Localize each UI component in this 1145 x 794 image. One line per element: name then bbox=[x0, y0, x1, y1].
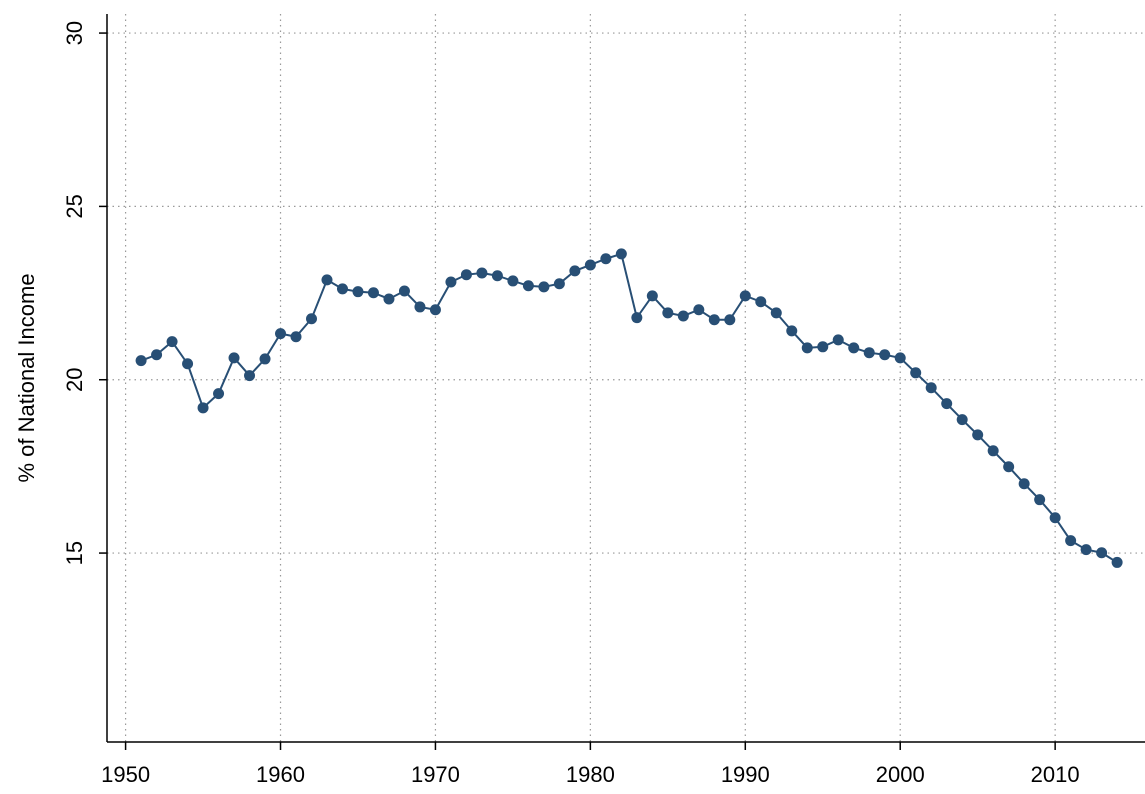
point bbox=[522, 280, 534, 292]
point bbox=[941, 398, 953, 410]
point bbox=[259, 353, 271, 365]
point bbox=[755, 296, 767, 308]
point bbox=[894, 352, 906, 364]
point bbox=[507, 275, 519, 287]
point bbox=[398, 285, 410, 297]
point bbox=[910, 367, 922, 379]
point bbox=[584, 259, 596, 271]
point bbox=[306, 313, 318, 325]
y-tick-label: 15 bbox=[62, 541, 87, 565]
point bbox=[569, 265, 581, 277]
point bbox=[166, 336, 178, 348]
point bbox=[352, 286, 364, 298]
point bbox=[925, 382, 937, 394]
y-tick-label: 30 bbox=[62, 21, 87, 45]
point bbox=[182, 358, 194, 370]
point bbox=[1111, 556, 1123, 568]
point bbox=[538, 281, 550, 293]
point bbox=[1065, 535, 1077, 547]
point bbox=[677, 310, 689, 322]
point bbox=[336, 283, 348, 295]
point bbox=[244, 370, 256, 382]
point bbox=[367, 287, 379, 299]
point bbox=[414, 301, 426, 313]
point bbox=[1018, 478, 1030, 490]
line bbox=[140, 252, 1118, 564]
point bbox=[817, 341, 829, 353]
point bbox=[708, 314, 720, 326]
point bbox=[956, 414, 968, 426]
point bbox=[151, 349, 163, 361]
point bbox=[1034, 494, 1046, 506]
y-tick-label: 25 bbox=[62, 194, 87, 218]
y-axis-label: % of National Income bbox=[14, 273, 39, 482]
point bbox=[290, 331, 302, 343]
point bbox=[383, 293, 395, 305]
point bbox=[275, 328, 287, 340]
point bbox=[972, 429, 984, 441]
point bbox=[476, 267, 488, 279]
x-tick-label: 1950 bbox=[101, 762, 150, 787]
point bbox=[213, 388, 225, 400]
point bbox=[228, 352, 240, 364]
point bbox=[693, 304, 705, 316]
point bbox=[662, 307, 674, 319]
point bbox=[197, 402, 209, 414]
x-tick-label: 2010 bbox=[1031, 762, 1080, 787]
point bbox=[1096, 547, 1108, 559]
point bbox=[739, 290, 751, 302]
point bbox=[445, 276, 457, 288]
point bbox=[631, 312, 643, 324]
point bbox=[460, 269, 472, 281]
point bbox=[321, 274, 333, 286]
x-tick-label: 1990 bbox=[721, 762, 770, 787]
point bbox=[1003, 461, 1015, 473]
point bbox=[491, 270, 503, 282]
point bbox=[1049, 512, 1061, 524]
point bbox=[615, 248, 627, 260]
x-tick-label: 1980 bbox=[566, 762, 615, 787]
point bbox=[987, 445, 999, 457]
point bbox=[879, 349, 891, 361]
point bbox=[553, 278, 565, 290]
point bbox=[646, 290, 658, 302]
x-tick-label: 1970 bbox=[411, 762, 460, 787]
x-tick-label: 1960 bbox=[256, 762, 305, 787]
point bbox=[600, 253, 612, 265]
x-tick-label: 2000 bbox=[876, 762, 925, 787]
point bbox=[724, 314, 736, 326]
point bbox=[770, 307, 782, 319]
point bbox=[832, 334, 844, 346]
point bbox=[848, 342, 860, 354]
point bbox=[135, 355, 147, 367]
point bbox=[801, 342, 813, 354]
point bbox=[863, 347, 875, 359]
point bbox=[1080, 544, 1092, 556]
y-tick-label: 20 bbox=[62, 367, 87, 391]
point bbox=[429, 304, 441, 316]
point bbox=[786, 325, 798, 337]
